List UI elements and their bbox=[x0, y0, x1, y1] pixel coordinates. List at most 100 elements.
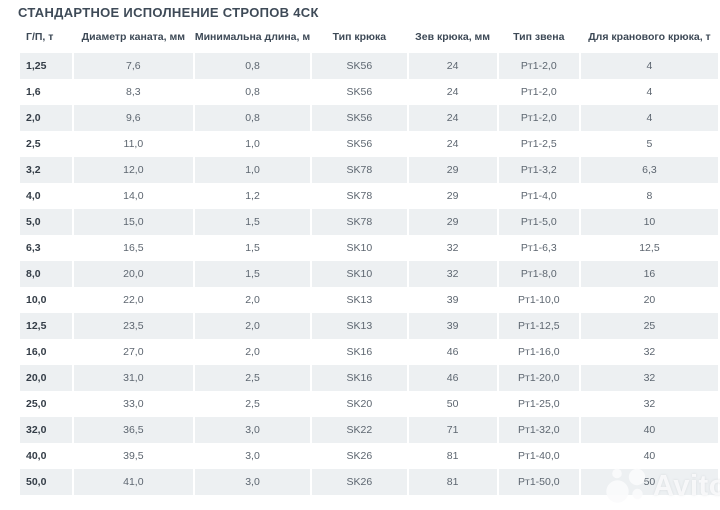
table-row: 50,0 41,0 3,0 SK26 81 Рт1-50,0 50 bbox=[20, 469, 718, 495]
cell-hook-jaw: 29 bbox=[446, 190, 459, 202]
cell-hook-type: SK56 bbox=[312, 105, 407, 131]
cell-link-type: Рт1-4,0 bbox=[520, 190, 557, 202]
cell-hook-jaw: 32 bbox=[446, 242, 459, 254]
cell-rope-diameter: 22,0 bbox=[123, 294, 144, 306]
cell-crane-hook: 4 bbox=[646, 86, 653, 98]
table-row: 6,3 16,5 1,5 SK10 32 Рт1-6,3 12,5 bbox=[20, 235, 718, 261]
cell-crane-hook: 40 bbox=[643, 450, 656, 462]
cell-hook-jaw: 46 bbox=[446, 346, 459, 358]
cell-hook-type: SK13 bbox=[346, 294, 373, 306]
cell-rope-diameter: 36,5 bbox=[73, 417, 193, 443]
cell-min-length: 3,0 bbox=[194, 417, 311, 443]
cell-min-length: 1,0 bbox=[194, 157, 311, 183]
table-row: 12,5 23,5 2,0 SK13 39 Рт1-12,5 25 bbox=[20, 313, 718, 339]
col-header-link-type: Тип звена bbox=[513, 31, 565, 43]
cell-link-type: Рт1-50,0 bbox=[498, 469, 579, 495]
cell-hook-jaw: 29 bbox=[408, 157, 497, 183]
cell-crane-hook: 20 bbox=[643, 294, 656, 306]
cell-load-capacity: 1,6 bbox=[26, 86, 41, 98]
cell-hook-jaw: 81 bbox=[446, 450, 459, 462]
cell-crane-hook: 25 bbox=[580, 313, 718, 339]
table-row: 5,0 15,0 1,5 SK78 29 Рт1-5,0 10 bbox=[20, 209, 718, 235]
cell-rope-diameter: 23,5 bbox=[73, 313, 193, 339]
cell-hook-jaw: 29 bbox=[408, 209, 497, 235]
table-body: 1,25 7,6 0,8 SK56 24 Рт1-2,0 4 1,6 8,3 0… bbox=[20, 53, 718, 495]
cell-link-type: Рт1-25,0 bbox=[518, 398, 560, 410]
cell-hook-jaw: 24 bbox=[446, 138, 459, 150]
cell-rope-diameter: 31,0 bbox=[73, 365, 193, 391]
table-row: 8,0 20,0 1,5 SK10 32 Рт1-8,0 16 bbox=[20, 261, 718, 287]
cell-load-capacity: 12,5 bbox=[20, 313, 72, 339]
cell-crane-hook: 12,5 bbox=[639, 242, 660, 254]
cell-hook-jaw: 24 bbox=[446, 86, 459, 98]
table-row: 1,25 7,6 0,8 SK56 24 Рт1-2,0 4 bbox=[20, 53, 718, 79]
cell-rope-diameter: 41,0 bbox=[73, 469, 193, 495]
page-title: СТАНДАРТНОЕ ИСПОЛНЕНИЕ СТРОПОВ 4СК bbox=[18, 5, 319, 20]
cell-load-capacity: 2,5 bbox=[26, 138, 41, 150]
cell-load-capacity: 1,25 bbox=[20, 53, 72, 79]
cell-min-length: 2,5 bbox=[194, 365, 311, 391]
cell-load-capacity: 10,0 bbox=[26, 294, 47, 306]
cell-hook-jaw: 39 bbox=[446, 294, 459, 306]
table-row: 16,0 27,0 2,0 SK16 46 Рт1-16,0 32 bbox=[20, 339, 718, 365]
cell-hook-type: SK56 bbox=[312, 53, 407, 79]
cell-link-type: Рт1-2,0 bbox=[498, 53, 579, 79]
cell-rope-diameter: 27,0 bbox=[123, 346, 144, 358]
cell-crane-hook: 6,3 bbox=[580, 157, 718, 183]
table-row: 3,2 12,0 1,0 SK78 29 Рт1-3,2 6,3 bbox=[20, 157, 718, 183]
cell-rope-diameter: 9,6 bbox=[73, 105, 193, 131]
table-row: 20,0 31,0 2,5 SK16 46 Рт1-20,0 32 bbox=[20, 365, 718, 391]
col-header-min-length: Минимальна длина, м bbox=[194, 31, 311, 43]
cell-min-length: 2,0 bbox=[245, 294, 260, 306]
cell-load-capacity: 32,0 bbox=[20, 417, 72, 443]
cell-load-capacity: 20,0 bbox=[20, 365, 72, 391]
cell-rope-diameter: 15,0 bbox=[73, 209, 193, 235]
cell-min-length: 2,5 bbox=[245, 398, 260, 410]
cell-link-type: Рт1-5,0 bbox=[498, 209, 579, 235]
cell-link-type: Рт1-3,2 bbox=[498, 157, 579, 183]
cell-min-length: 0,8 bbox=[194, 53, 311, 79]
col-header-load-capacity: Г/П, т bbox=[26, 31, 54, 43]
cell-rope-diameter: 12,0 bbox=[73, 157, 193, 183]
col-header-hook-type: Тип крюка bbox=[332, 31, 387, 43]
table-row: 10,0 22,0 2,0 SK13 39 Рт1-10,0 20 bbox=[20, 287, 718, 313]
cell-hook-type: SK10 bbox=[312, 261, 407, 287]
cell-min-length: 2,0 bbox=[245, 346, 260, 358]
cell-hook-type: SK16 bbox=[346, 346, 373, 358]
cell-min-length: 3,0 bbox=[245, 450, 260, 462]
table-row: 32,0 36,5 3,0 SK22 71 Рт1-32,0 40 bbox=[20, 417, 718, 443]
cell-load-capacity: 16,0 bbox=[26, 346, 47, 358]
cell-link-type: Рт1-10,0 bbox=[518, 294, 560, 306]
cell-hook-type: SK10 bbox=[346, 242, 373, 254]
cell-min-length: 1,5 bbox=[245, 242, 260, 254]
cell-load-capacity: 40,0 bbox=[26, 450, 47, 462]
cell-rope-diameter: 8,3 bbox=[126, 86, 141, 98]
table-row: 4,0 14,0 1,2 SK78 29 Рт1-4,0 8 bbox=[20, 183, 718, 209]
cell-link-type: Рт1-2,0 bbox=[498, 105, 579, 131]
cell-load-capacity: 6,3 bbox=[26, 242, 41, 254]
cell-rope-diameter: 14,0 bbox=[123, 190, 144, 202]
table-row: 25,0 33,0 2,5 SK20 50 Рт1-25,0 32 bbox=[20, 391, 718, 417]
cell-link-type: Рт1-2,0 bbox=[520, 86, 557, 98]
cell-rope-diameter: 7,6 bbox=[73, 53, 193, 79]
cell-load-capacity: 50,0 bbox=[20, 469, 72, 495]
cell-hook-type: SK56 bbox=[346, 138, 373, 150]
cell-link-type: Рт1-2,5 bbox=[520, 138, 557, 150]
cell-link-type: Рт1-6,3 bbox=[520, 242, 557, 254]
cell-min-length: 1,0 bbox=[245, 138, 260, 150]
cell-crane-hook: 4 bbox=[580, 53, 718, 79]
cell-link-type: Рт1-20,0 bbox=[498, 365, 579, 391]
cell-min-length: 1,5 bbox=[194, 261, 311, 287]
cell-link-type: Рт1-32,0 bbox=[498, 417, 579, 443]
cell-hook-jaw: 81 bbox=[408, 469, 497, 495]
cell-crane-hook: 4 bbox=[580, 105, 718, 131]
cell-min-length: 2,0 bbox=[194, 313, 311, 339]
col-header-hook-jaw: Зев крюка, мм bbox=[415, 31, 491, 43]
table-header: Г/П, т Диаметр каната, мм Минимальна дли… bbox=[20, 21, 718, 53]
cell-crane-hook: 8 bbox=[646, 190, 653, 202]
col-header-crane-hook: Для кранового крюка, т bbox=[588, 31, 711, 43]
cell-crane-hook: 16 bbox=[580, 261, 718, 287]
cell-crane-hook: 10 bbox=[580, 209, 718, 235]
table-row: 40,0 39,5 3,0 SK26 81 Рт1-40,0 40 bbox=[20, 443, 718, 469]
cell-hook-jaw: 32 bbox=[408, 261, 497, 287]
